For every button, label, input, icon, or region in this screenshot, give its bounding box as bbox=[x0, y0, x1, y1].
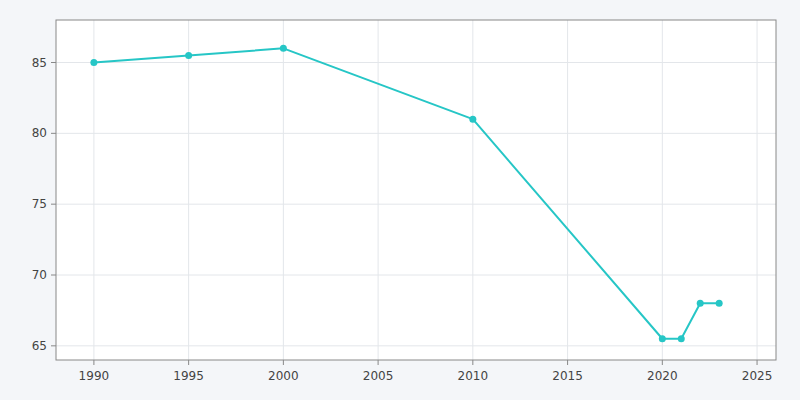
x-grid-line bbox=[757, 20, 758, 360]
y-grid-line bbox=[56, 275, 776, 276]
x-grid-line bbox=[283, 20, 284, 360]
x-grid-line bbox=[188, 20, 189, 360]
series-point bbox=[90, 59, 97, 66]
x-grid-line bbox=[662, 20, 663, 360]
y-tick-label: 70 bbox=[32, 268, 47, 282]
x-tick bbox=[567, 360, 568, 365]
x-tick bbox=[378, 360, 379, 365]
x-tick bbox=[93, 360, 94, 365]
series-point bbox=[716, 300, 723, 307]
x-grid-line bbox=[567, 20, 568, 360]
y-tick bbox=[51, 62, 56, 63]
x-tick-label: 2010 bbox=[458, 369, 489, 383]
y-tick bbox=[51, 133, 56, 134]
y-tick bbox=[51, 345, 56, 346]
series-line bbox=[94, 48, 719, 338]
series-point bbox=[185, 52, 192, 59]
x-tick bbox=[757, 360, 758, 365]
chart-svg: 1990 1995 2000 2005 2010 2015 2020 2025 65 70 75 80… bbox=[0, 0, 800, 400]
y-grid-line bbox=[56, 345, 776, 346]
y-grid-line bbox=[56, 62, 776, 63]
x-tick-label: 2025 bbox=[742, 369, 773, 383]
axes: 1990 1995 2000 2005 2010 2015 2020 2025 65 70 75 80… bbox=[32, 20, 776, 383]
y-tick-label: 80 bbox=[32, 126, 47, 140]
y-grid-line bbox=[56, 204, 776, 205]
x-tick-label: 1990 bbox=[79, 369, 110, 383]
series-point bbox=[469, 116, 476, 123]
x-tick bbox=[662, 360, 663, 365]
series-point bbox=[678, 335, 685, 342]
y-tick bbox=[51, 275, 56, 276]
y-tick bbox=[51, 204, 56, 205]
plot-background bbox=[56, 20, 776, 360]
x-tick-label: 2020 bbox=[647, 369, 678, 383]
series-point bbox=[659, 335, 666, 342]
series-point bbox=[280, 45, 287, 52]
series bbox=[90, 45, 722, 342]
series-point bbox=[697, 300, 704, 307]
y-tick-label: 65 bbox=[32, 339, 47, 353]
chart-container: 1990 1995 2000 2005 2010 2015 2020 2025 65 70 75 80… bbox=[0, 0, 800, 400]
x-tick bbox=[472, 360, 473, 365]
x-tick-label: 2015 bbox=[552, 369, 583, 383]
x-tick bbox=[283, 360, 284, 365]
x-tick-label: 2000 bbox=[268, 369, 299, 383]
x-grid-line bbox=[378, 20, 379, 360]
y-grid-line bbox=[56, 133, 776, 134]
y-tick-label: 85 bbox=[32, 56, 47, 70]
plot-frame bbox=[56, 20, 776, 360]
x-grid-line bbox=[93, 20, 94, 360]
x-tick bbox=[188, 360, 189, 365]
x-grid-line bbox=[472, 20, 473, 360]
x-tick-label: 2005 bbox=[363, 369, 394, 383]
y-tick-label: 75 bbox=[32, 197, 47, 211]
x-tick-label: 1995 bbox=[173, 369, 204, 383]
grid bbox=[56, 20, 776, 360]
